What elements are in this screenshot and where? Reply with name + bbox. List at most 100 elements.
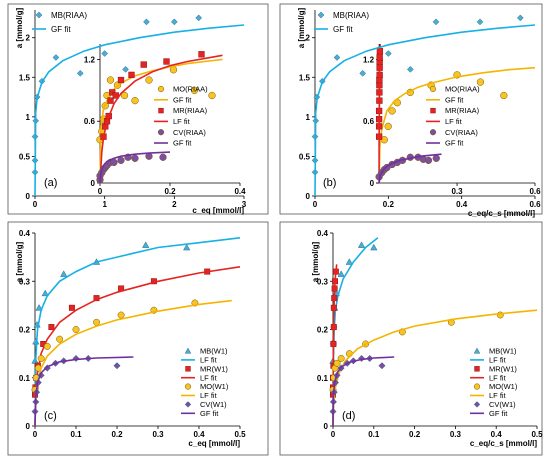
panel-b-inset-x-tick-label: 0.6 [529,187,541,196]
panel-b-y-tick-label: 0.5 [299,152,311,161]
panel-b-inset-legend-swatch-0 [429,85,437,93]
panel-c-series-2-point [68,304,75,311]
panel-a-inset-series-2-point [107,97,114,104]
panel-c-y-tick-label: 0.4 [19,229,31,238]
panel-b-y-tick-label: 0 [306,192,311,201]
panel-a-inset-series-2-point [140,61,147,68]
panel-b-legend-swatch-0 [317,11,325,19]
panel-c-series-1-fit-line [34,237,241,427]
panel-c-label: (c) [44,410,57,422]
panel-d: 0 0.1 0.2 0.3 0.4 0.500.10.20.30.4MB(W1)LF fi… [279,221,543,456]
panel-a-legend-swatch-0 [35,11,43,19]
panel-c-x-axis-label: c_eq [mmol/l] [188,439,240,448]
panel-a-inset-y-tick-label: 0.6 [84,117,96,126]
panel-b-inset-series-4-point [424,156,433,164]
panel-c-legend-label-5: LF fit [200,391,218,400]
panel-c-legend-label-3: LF fit [200,373,218,382]
panel-a-inset-legend-swatch-0 [157,85,165,93]
panel-c-legend-label-0: MB(W1) [200,347,228,356]
panel-a-inset-series-0-point [131,96,139,105]
panel-c-series-4-point [37,355,45,362]
panel-b-inset-legend-label-3: LF fit [445,117,463,126]
panel-b-inset-legend-label-0: MO(RIAA) [445,85,480,94]
panel-b-inset-series-3-fit-line [378,43,381,183]
panel-d-x-tick-label: 0 [331,430,336,439]
panel-c-legend-swatch-6 [184,401,192,408]
panel-c-legend-label-7: GF fit [200,409,219,418]
panel-a-series-0-point [195,14,203,22]
panel-b-y-tick-label: 1.5 [299,73,311,82]
panel-c-series-0-point [142,241,150,248]
panel-b-label: (b) [323,177,336,189]
panel-b-x-tick-label: 0.6 [529,200,541,209]
panel-b-inset-series-0-point [500,91,508,100]
panel-d-x-tick-label: 0.5 [531,430,543,439]
panel-a-x-tick-label: 1 [102,200,107,209]
panel-a-inset-series-0-point [106,76,115,84]
panel-d-x-tick-label: 0.3 [450,430,462,439]
panel-d-legend-label-5: LF fit [489,391,507,400]
panel-a-series-0-point [143,18,150,26]
panel-d-series-0-point [370,243,378,251]
panel-c-frame [7,221,269,456]
panel-b-x-tick-label: 0.2 [383,200,395,209]
panel-c-series-0-point [60,270,68,277]
panel-c-series-4-point [117,311,125,319]
panel-a-label: (a) [44,177,57,189]
panel-a-inset-series-2-point [128,71,135,79]
panel-d-x-axis-label: c_eq/c_s [mmol/l] [470,439,537,448]
panel-c-legend-swatch-2 [185,366,191,372]
panel-b-series-0-point [333,54,341,61]
panel-d-series-3-fit-line [332,264,338,427]
panel-d-series-0-point [345,258,353,265]
panel-d-series-0-point [357,241,366,248]
panel-a-series-0-point [101,50,109,57]
panel-b-inset-y-tick-label: 0.6 [363,117,375,126]
panel-b-series-0-point [406,66,414,73]
panel-a-y-tick-label: 1 [26,113,31,122]
panel-a-inset-y-tick-label: 0 [91,179,96,188]
panel-d-y-axis-label: a [mmol/g] [311,241,320,282]
panel-a-y-tick-label: 1.5 [19,73,31,82]
panel-b-series-0-point [476,18,484,26]
panel-d-series-0-point [337,270,345,277]
panel-a-y-axis-label: a [mmol/g] [15,7,24,48]
panel-a-x-tick-label: 3 [242,200,247,209]
panel-a-inset-series-0-point [145,76,153,84]
panel-a-inset-y-tick-label: 1.2 [84,55,96,64]
panel-a-inset-series-2-point [198,51,205,58]
panel-c-y-tick-label: 0.1 [19,374,31,383]
panel-c-series-4-point [72,326,80,333]
panel-b-legend-label-0: MB(RIAA) [333,11,369,20]
panel-c-x-tick-label: 0.2 [111,430,123,439]
panel-c-x-tick-label: 0.1 [70,430,82,439]
panel-c-series-4-point [43,342,51,350]
panel-c-series-6-point [113,362,121,370]
panel-c-x-tick-label: 0.5 [234,430,246,439]
panel-a-series-0-point [122,66,129,73]
panel-b-inset-series-0-point [476,78,485,86]
panel-a-frame [7,3,269,215]
panel-a-series-1-fit-line [34,24,245,197]
panel-c-series-0-point [41,289,49,297]
panel-a-inset-legend-label-4: CV(RIAA) [173,128,206,137]
panel-a-inset-series-4-point [117,156,125,164]
panel-b-inset-series-1-fit-line [378,66,536,184]
panel-a-inset-x-tick-label: 0.2 [164,187,176,196]
panel-a-series-0-point [52,54,60,61]
panel-c-series-4-point [93,318,100,326]
panel-c-series-0-point [35,304,43,311]
panel-c-x-tick-label: 0.3 [152,430,164,439]
panel-c-x-tick-label: 0.4 [193,430,205,439]
panel-a-x-tick-label: 2 [172,200,177,209]
panel-d-y-tick-label: 0.3 [317,277,329,286]
panel-a-x-tick-label: 0 [33,200,38,209]
panel-a-inset-series-0-point [208,91,216,100]
panel-b-y-tick-label: 1 [306,113,311,122]
panel-d-y-tick-label: 0.2 [317,326,329,335]
panel-d-frame [279,221,543,456]
panel-b-series-0-point [384,50,392,57]
panel-a-inset-x-tick-label: 0 [98,187,103,196]
panel-d-legend-label-7: GF fit [489,409,508,418]
